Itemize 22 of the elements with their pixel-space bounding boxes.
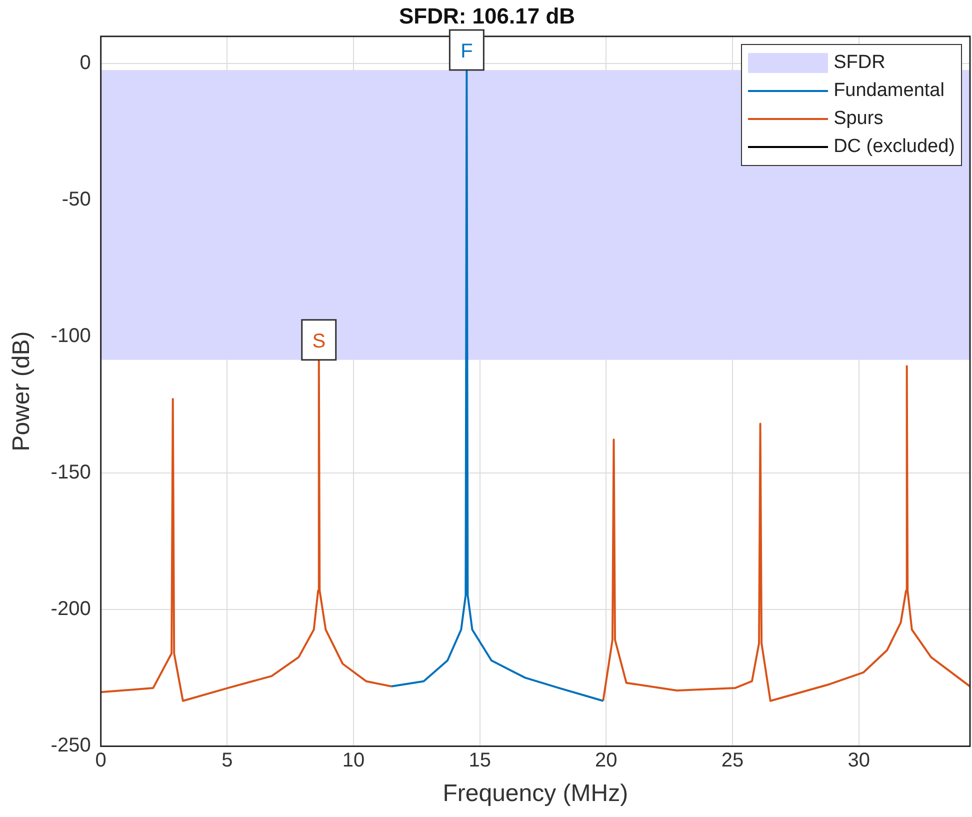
- x-tick-label: 0: [95, 750, 106, 772]
- x-tick-label: 30: [848, 750, 870, 772]
- annotation: S: [312, 330, 326, 352]
- y-tick-label: -100: [50, 325, 91, 348]
- y-tick-label: -50: [62, 188, 91, 211]
- x-tick-label: 15: [468, 750, 491, 772]
- x-tick-label: 5: [222, 750, 233, 772]
- band-label: SFDR: [834, 52, 886, 74]
- x-axis-title: Frequency (MHz): [442, 780, 628, 808]
- legend-label: DC (excluded): [834, 136, 955, 158]
- legend-label: Spurs: [834, 108, 884, 130]
- x-tick-label: 25: [721, 750, 744, 772]
- y-tick-label: 0: [80, 52, 91, 74]
- y-tick-label: -200: [50, 598, 91, 620]
- legend-label: Fundamental: [834, 80, 944, 102]
- x-tick-label: 10: [342, 750, 365, 772]
- annotation: F: [460, 40, 473, 62]
- chart-title: SFDR: 106.17 dB: [398, 3, 576, 28]
- x-tick-label: 20: [595, 750, 618, 772]
- y-tick-label: -150: [50, 462, 91, 484]
- y-axis-title: Power (dB): [8, 331, 36, 452]
- y-tick-label: -250: [50, 734, 91, 757]
